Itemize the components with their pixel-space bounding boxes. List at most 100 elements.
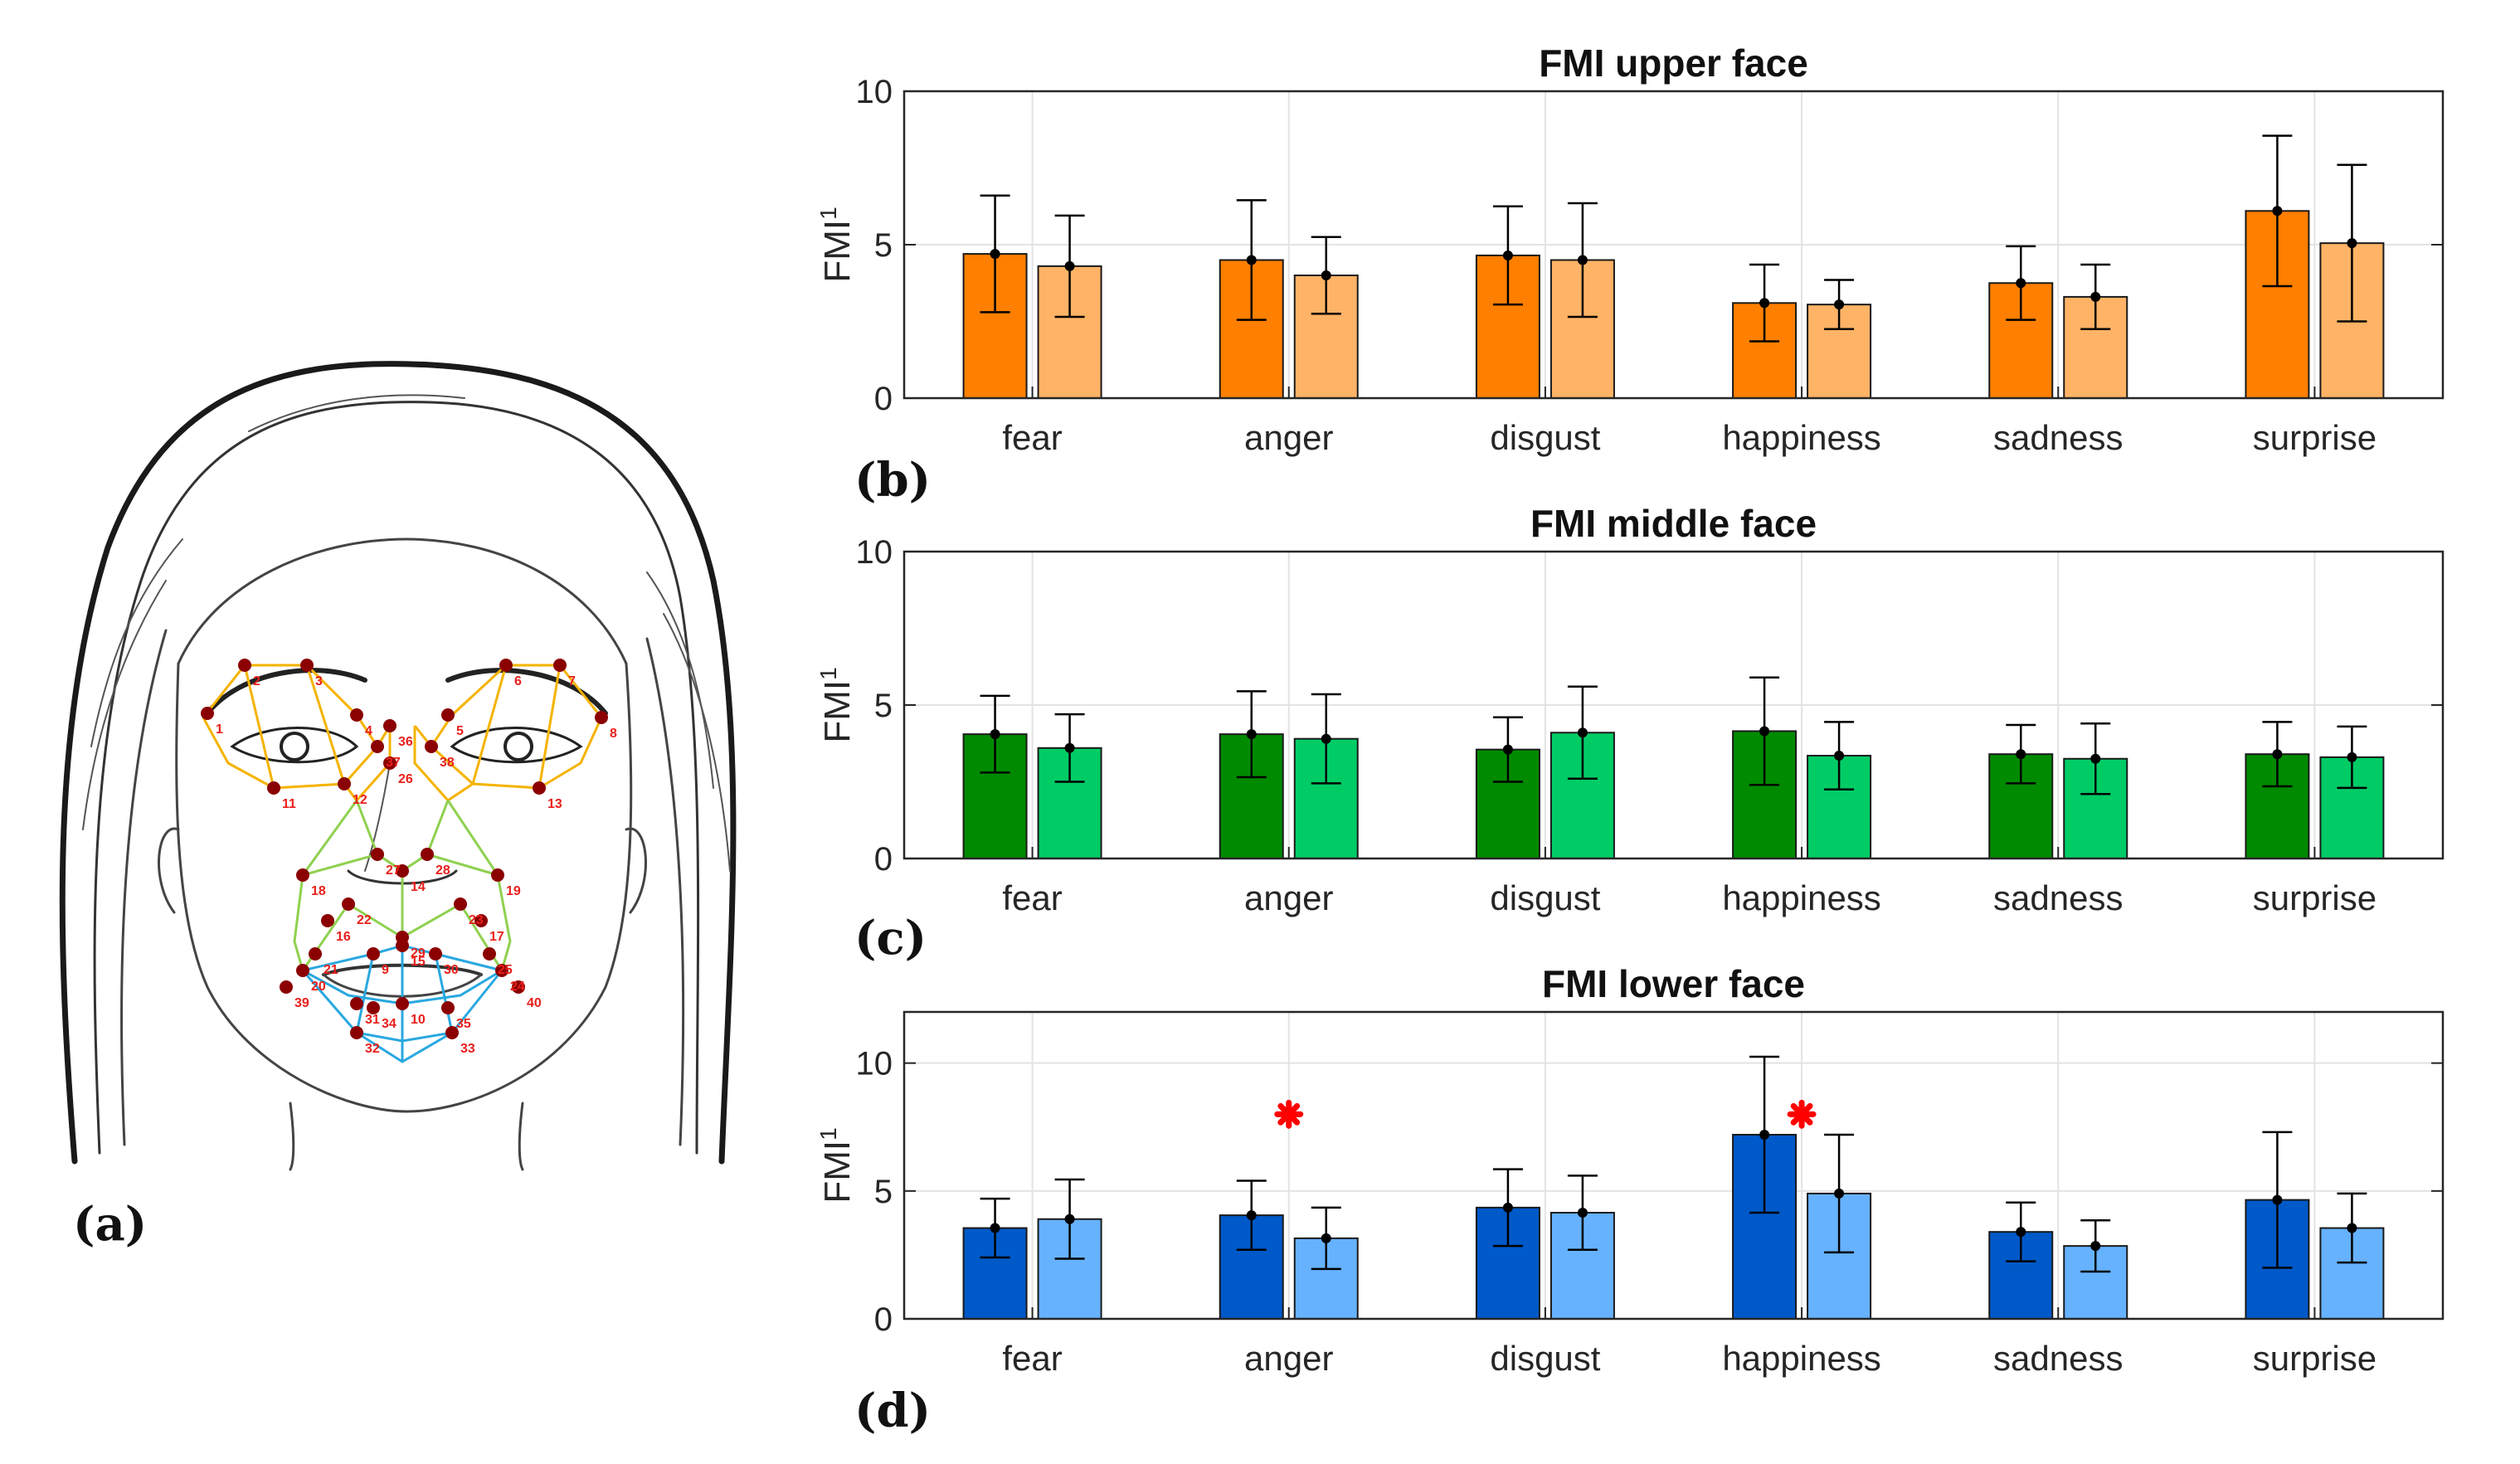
mean-point [2090,753,2101,764]
x-tick-label: surprise [2253,1339,2376,1378]
landmark-point [595,711,608,724]
landmark-number: 29 [411,946,426,961]
landmark-number: 36 [398,735,413,749]
landmark-number: 9 [382,963,389,977]
chart-fmi-lower-face: 0 5 10 fear anger disgust happiness sadness surp… [815,962,2445,1378]
mean-point [1577,727,1588,738]
landmark-point [296,964,309,977]
landmark-point [338,777,351,790]
x-tick-label: sadness [1993,418,2123,457]
landmark-point [383,756,396,770]
landmark-point [201,707,214,720]
landmark-number: 32 [365,1042,380,1056]
landmark-number: 7 [568,674,576,688]
chart-fmi-middle-face: 0 5 10 fear anger disgust happiness sadness surp… [815,502,2445,917]
y-tick-label: 0 [874,841,893,878]
mean-point [1759,298,1770,309]
mean-point [1246,1210,1257,1221]
y-tick-label: 5 [874,688,893,724]
y-axis-label-superscript: 1 [815,667,841,680]
face-sketch-drawing [59,361,737,1171]
y-axis-label-text: FMI [817,220,858,283]
landmark-point [499,659,513,672]
landmark-number: 25 [498,963,513,977]
axes-frame [902,1010,2445,1321]
landmark-point [429,947,442,961]
mean-point [990,1223,1000,1233]
y-axis-label: FMI1 [815,667,858,742]
landmark-number: 39 [294,996,309,1010]
mean-point [2272,749,2283,760]
landmark-point [371,848,384,861]
landmark-point [396,997,409,1010]
landmark-number: 5 [456,724,464,738]
mean-point [1577,255,1588,265]
landmark-number: 21 [324,963,338,977]
mean-point [1834,299,1845,310]
x-tick-label: anger [1244,878,1333,917]
x-tick-label: fear [1002,878,1062,917]
landmark-number: 13 [547,797,562,811]
x-tick-label: surprise [2253,418,2376,457]
landmark-point [425,740,438,753]
mean-point [1577,1208,1588,1218]
landmark-number: 17 [489,930,504,944]
landmark-number: 23 [469,913,484,927]
y-tick-label: 0 [874,381,893,417]
landmark-number: 18 [311,884,326,898]
significance-marker [1787,1099,1817,1129]
landmark-point [553,659,567,672]
x-tick-label: disgust [1490,1339,1600,1378]
mean-point [1834,1188,1845,1199]
landmark-point [350,997,363,1010]
landmark-point [441,1001,455,1014]
y-axis-label-superscript: 1 [815,1127,841,1141]
mean-point [2090,1241,2101,1252]
mean-point [1759,726,1770,737]
landmark-number: 14 [411,880,426,894]
y-tick-label: 0 [874,1301,893,1338]
y-tick-label: 10 [856,1046,893,1082]
landmark-number: 4 [365,724,372,738]
panel-label-c: (c) [854,911,927,965]
landmark-point [267,781,280,795]
y-axis-label-text: FMI [817,680,858,743]
mean-point [2016,278,2026,289]
landmark-number: 2 [253,674,260,688]
panel-label-b: (b) [854,453,931,508]
landmark-point [533,781,546,795]
y-axis-label: FMI1 [815,1127,858,1203]
chart-fmi-upper-face: 0 5 10 fear anger disgust happiness sadness surp… [815,41,2445,457]
mean-point [1064,742,1075,753]
mean-point [990,729,1000,740]
landmark-number: 40 [527,996,542,1010]
mean-point [1064,1214,1075,1224]
mean-point [1759,1130,1770,1140]
landmark-point [396,939,409,952]
landmark-point [367,1001,380,1014]
landmark-number: 8 [610,727,617,741]
landmark-number: 30 [444,963,459,977]
landmark-number: 33 [460,1042,475,1056]
mean-point [2347,238,2357,249]
landmark-number: 10 [411,1013,426,1027]
landmark-number: 12 [353,793,367,807]
landmark-point [383,719,396,732]
landmark-point [441,708,455,722]
axes-frame [902,90,2445,400]
mean-point [2090,291,2101,302]
y-tick-label: 10 [856,534,893,571]
y-tick-label: 5 [874,1174,893,1210]
landmark-number: 37 [386,756,401,770]
landmark-point [296,868,309,882]
y-axis-label: FMI1 [815,207,858,282]
landmark-number: 15 [411,955,426,969]
significance-marker [1274,1099,1304,1129]
y-tick-label: 5 [874,227,893,264]
landmark-point [396,864,409,878]
mean-point [1502,744,1513,755]
landmark-number: 20 [311,980,326,994]
landmark-number: 3 [315,674,323,688]
x-tick-label: happiness [1722,418,1880,457]
